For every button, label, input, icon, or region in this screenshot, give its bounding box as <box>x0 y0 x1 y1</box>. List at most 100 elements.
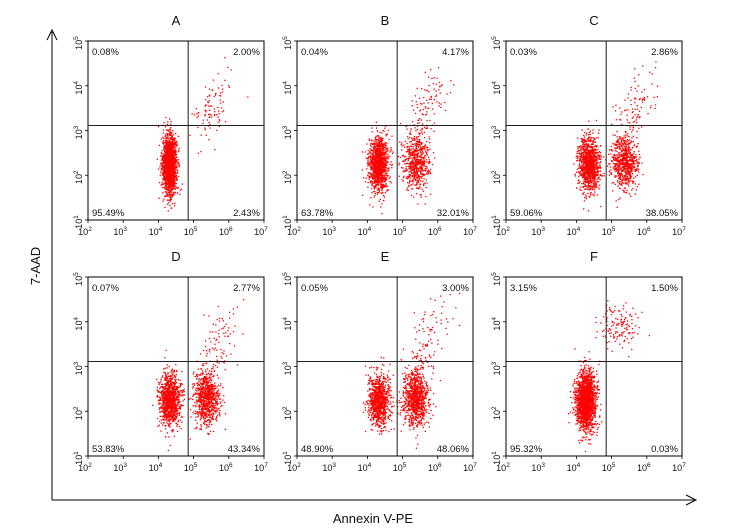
scatter-point <box>208 121 210 123</box>
scatter-point <box>587 178 589 180</box>
scatter-point <box>170 187 172 189</box>
scatter-point <box>163 137 165 139</box>
scatter-point <box>425 179 427 181</box>
scatter-point <box>386 153 388 155</box>
scatter-point <box>580 169 582 172</box>
scatter-point <box>595 187 597 189</box>
scatter-point <box>166 187 168 189</box>
scatter-point <box>592 139 595 141</box>
scatter-point <box>637 163 639 165</box>
scatter-point <box>419 149 422 151</box>
scatter-point <box>376 172 378 174</box>
scatter-point <box>416 149 419 151</box>
x-axis-arrow <box>685 494 698 506</box>
scatter-point <box>172 194 174 196</box>
scatter-point <box>577 146 579 148</box>
scatter-point <box>165 154 168 156</box>
scatter-point <box>158 144 161 147</box>
scatter-point <box>170 147 172 150</box>
scatter-point <box>167 160 169 162</box>
scatter-point <box>171 181 173 183</box>
scatter-point <box>421 157 423 159</box>
scatter-point <box>163 161 165 163</box>
scatter-point <box>408 151 410 153</box>
scatter-point <box>372 174 375 176</box>
scatter-point <box>219 120 221 122</box>
scatter-point <box>417 162 419 164</box>
scatter-point <box>412 144 414 146</box>
scatter-point <box>416 172 418 175</box>
scatter-point <box>420 168 423 170</box>
scatter-point <box>168 180 170 182</box>
scatter-point <box>169 140 171 143</box>
scatter-point <box>385 164 387 166</box>
scatter-point <box>590 139 592 141</box>
scatter-point <box>581 155 583 157</box>
scatter-point <box>592 132 594 134</box>
scatter-point <box>372 163 375 165</box>
scatter-point <box>587 145 589 147</box>
scatter-point <box>378 162 380 164</box>
scatter-point <box>579 172 581 175</box>
scatter-point <box>590 165 592 168</box>
scatter-point <box>168 190 170 192</box>
scatter-point <box>369 152 371 155</box>
scatter-point <box>375 153 378 156</box>
scatter-point <box>416 177 418 179</box>
scatter-point <box>380 206 382 208</box>
scatter-point <box>422 180 424 182</box>
scatter-point <box>415 163 417 166</box>
scatter-point <box>166 183 168 185</box>
scatter-point <box>414 143 417 145</box>
panel-title: A <box>172 13 181 28</box>
scatter-point <box>379 140 381 142</box>
scatter-point <box>164 159 166 161</box>
scatter-point <box>373 191 375 193</box>
scatter-point <box>581 168 584 171</box>
scatter-point <box>174 149 176 151</box>
scatter-point <box>366 157 369 160</box>
scatter-point <box>587 158 589 161</box>
scatter-point <box>593 171 596 173</box>
scatter-point <box>573 163 575 165</box>
scatter-point <box>377 184 379 187</box>
scatter-point <box>378 142 380 145</box>
scatter-point <box>415 165 417 167</box>
scatter-point <box>593 154 595 156</box>
scatter-point <box>589 174 591 176</box>
scatter-point <box>387 148 389 150</box>
scatter-point <box>378 191 380 193</box>
scatter-point <box>407 182 409 184</box>
scatter-point <box>382 147 385 149</box>
scatter-point <box>406 128 408 130</box>
scatter-point <box>385 183 387 185</box>
scatter-point <box>429 98 431 100</box>
scatter-point <box>176 164 178 167</box>
scatter-point <box>583 185 585 188</box>
scatter-point <box>576 157 578 160</box>
scatter-point <box>429 193 432 195</box>
scatter-point <box>422 190 424 192</box>
scatter-point <box>386 161 388 163</box>
scatter-point <box>595 155 597 158</box>
scatter-point <box>384 145 386 147</box>
scatter-point <box>379 177 381 179</box>
scatter-point <box>381 141 383 143</box>
scatter-point <box>175 141 178 143</box>
scatter-point <box>369 173 372 175</box>
scatter-point <box>426 89 428 91</box>
scatter-point <box>420 103 422 105</box>
scatter-point <box>594 174 596 176</box>
scatter-point <box>401 166 403 169</box>
scatter-point <box>373 140 375 142</box>
scatter-point <box>408 158 410 160</box>
scatter-point <box>163 146 166 148</box>
scatter-point <box>172 143 174 145</box>
scatter-point <box>381 186 383 188</box>
scatter-point <box>376 176 378 178</box>
scatter-point <box>171 178 173 180</box>
scatter-point <box>414 95 417 97</box>
scatter-point <box>381 169 383 171</box>
scatter-point <box>587 160 589 162</box>
scatter-point <box>217 73 219 75</box>
